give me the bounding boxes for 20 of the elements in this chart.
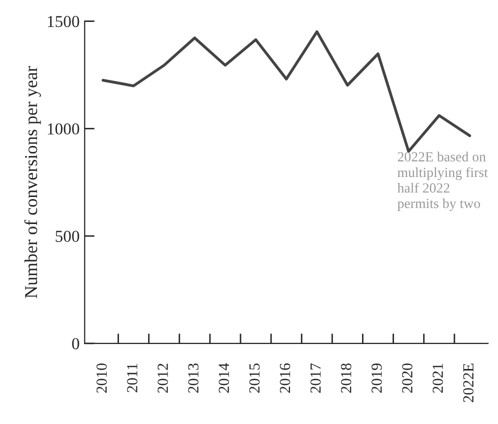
line-series <box>102 30 472 153</box>
x-tick-label: 2011 <box>127 364 138 392</box>
x-tick-label: 2020 <box>402 363 412 393</box>
x-tick-label: 2013 <box>188 363 198 393</box>
x-tick-label: 2015 <box>249 363 260 393</box>
y-tick-label: 0 <box>72 338 80 350</box>
x-tick-label: 2022E <box>463 364 474 402</box>
x-tick-label: 2010 <box>96 363 107 393</box>
x-tick-label: 2019 <box>372 364 382 393</box>
x-tick-label: 2018 <box>340 363 352 393</box>
y-tick-label: 1000 <box>48 123 80 135</box>
x-tick-label: 2012 <box>158 364 168 393</box>
x-tick-label: 2014 <box>218 363 230 393</box>
x-tick-label: 2016 <box>280 363 290 393</box>
y-axis-title: Number of conversions per year <box>24 66 41 298</box>
x-tick-label: 2017 <box>310 363 321 393</box>
annotation: 2022E based on multiplying first half 2022 permits by two <box>397 152 488 212</box>
y-tick-label: 1500 <box>48 16 80 28</box>
x-tick-label: 2021 <box>432 364 443 393</box>
y-tick-label: 500 <box>56 230 80 242</box>
